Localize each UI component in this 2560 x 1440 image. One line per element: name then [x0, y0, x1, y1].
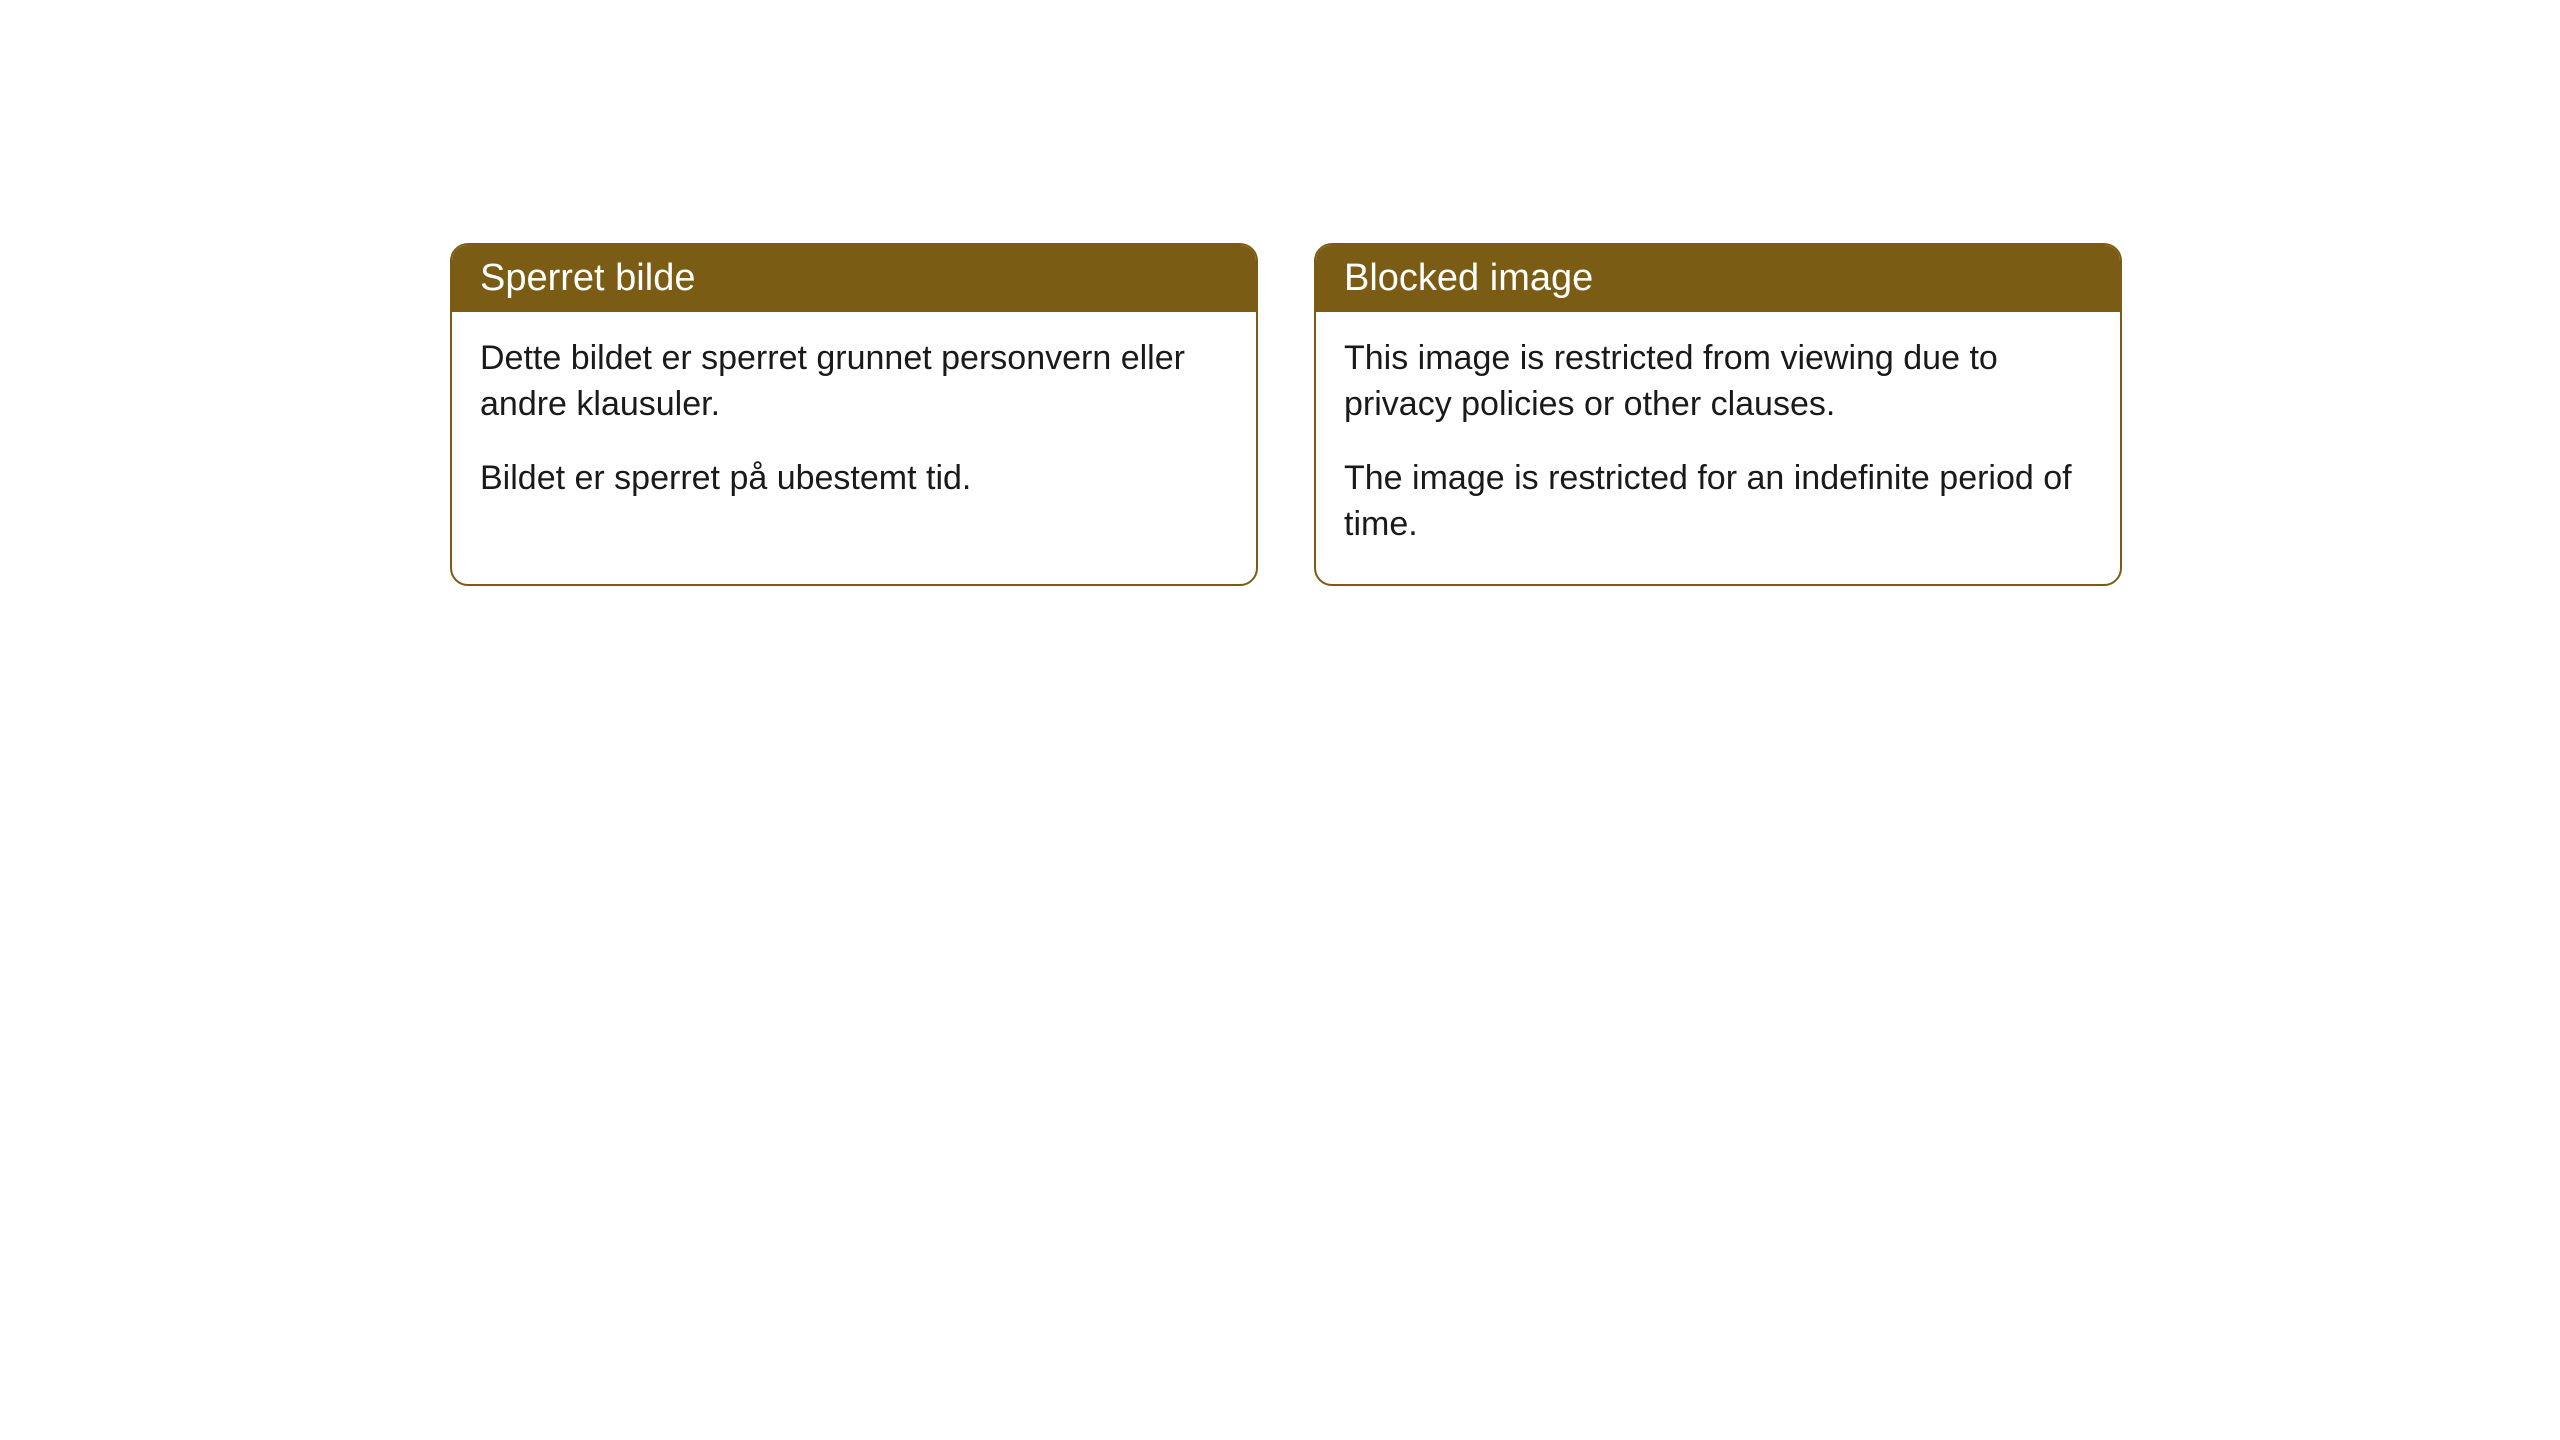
card-header: Sperret bilde	[452, 245, 1256, 312]
card-paragraph: Bildet er sperret på ubestemt tid.	[480, 456, 1228, 502]
card-body: Dette bildet er sperret grunnet personve…	[452, 312, 1256, 538]
card-paragraph: The image is restricted for an indefinit…	[1344, 456, 2092, 548]
notice-card-english: Blocked image This image is restricted f…	[1314, 243, 2122, 586]
notice-container: Sperret bilde Dette bildet er sperret gr…	[450, 243, 2122, 586]
card-header: Blocked image	[1316, 245, 2120, 312]
notice-card-norwegian: Sperret bilde Dette bildet er sperret gr…	[450, 243, 1258, 586]
card-body: This image is restricted from viewing du…	[1316, 312, 2120, 584]
card-title: Blocked image	[1344, 257, 1593, 299]
card-paragraph: Dette bildet er sperret grunnet personve…	[480, 336, 1228, 428]
card-paragraph: This image is restricted from viewing du…	[1344, 336, 2092, 428]
card-title: Sperret bilde	[480, 257, 695, 299]
